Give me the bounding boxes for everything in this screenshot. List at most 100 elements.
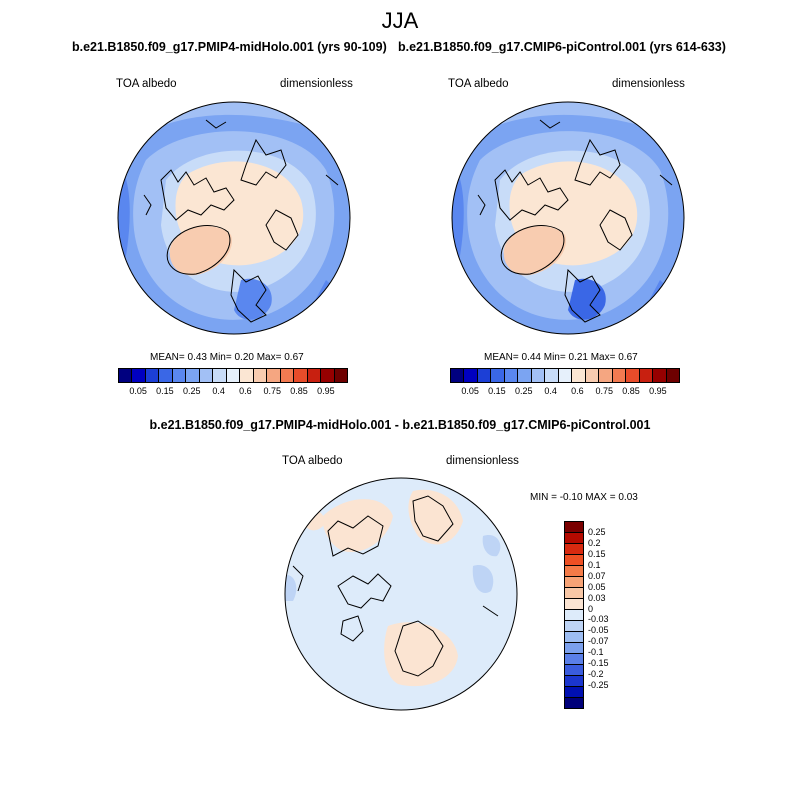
colorbar-box — [565, 533, 583, 544]
colorbar-tick-label: 0.85 — [622, 386, 640, 396]
colorbar-tick-label: 0.6 — [239, 386, 252, 396]
colorbar-box — [253, 369, 268, 382]
colorbar-box — [119, 369, 133, 382]
colorbar-box — [186, 369, 200, 382]
colorbar-box — [565, 676, 583, 687]
colorbar-box — [599, 369, 613, 382]
colorbar-box — [565, 687, 583, 698]
colorbar-box — [491, 369, 505, 382]
panel-right-title: b.e21.B1850.f09_g17.CMIP6-piControl.001 … — [398, 40, 726, 54]
colorbar-box — [213, 369, 227, 382]
colorbar-box — [565, 610, 583, 621]
colorbar-tick-label: 0 — [588, 603, 594, 614]
colorbar-box — [572, 369, 586, 382]
colorbar-tick-label: 0.95 — [317, 386, 335, 396]
colorbar-box — [334, 369, 347, 382]
panel-right-polar-map — [451, 101, 685, 335]
panel-diff-polar-map — [284, 477, 518, 711]
colorbar-tick-label: -0.1 — [588, 647, 604, 658]
panel-diff-title: b.e21.B1850.f09_g17.PMIP4-midHolo.001 - … — [149, 418, 651, 432]
colorbar-tick-label: -0.15 — [588, 658, 609, 669]
panel-right-colorbar-ticks: 0.05 0.15 0.25 0.4 0.6 0.75 0.85 0.95 — [450, 386, 678, 398]
colorbar-tick-label: 0.05 — [129, 386, 147, 396]
colorbar-box — [565, 621, 583, 632]
colorbar-tick-label: 0.05 — [588, 581, 606, 592]
colorbar-box — [626, 369, 640, 382]
colorbar-tick-label: -0.2 — [588, 669, 604, 680]
colorbar-tick-label: 0.6 — [571, 386, 584, 396]
colorbar-box — [565, 599, 583, 610]
colorbar-box — [321, 369, 335, 382]
colorbar-tick-label: 0.15 — [156, 386, 174, 396]
colorbar-tick-label: 0.1 — [588, 559, 601, 570]
panel-right-units-label: dimensionless — [612, 78, 685, 90]
panel-left-colorbar-ticks: 0.05 0.15 0.25 0.4 0.6 0.75 0.85 0.95 — [118, 386, 346, 398]
colorbar-box — [145, 369, 160, 382]
season-title: JJA — [381, 8, 419, 33]
colorbar-box — [565, 522, 583, 533]
colorbar-box — [565, 544, 583, 555]
colorbar-tick-label: -0.03 — [588, 614, 609, 625]
colorbar-box — [451, 369, 465, 382]
colorbar-box — [307, 369, 322, 382]
colorbar-box — [464, 369, 478, 382]
colorbar-box — [545, 369, 559, 382]
colorbar-box — [477, 369, 492, 382]
colorbar-box — [565, 555, 583, 566]
colorbar-tick-label: -0.05 — [588, 625, 609, 636]
colorbar-box — [565, 588, 583, 599]
colorbar-box — [565, 643, 583, 654]
colorbar-box — [612, 369, 627, 382]
colorbar-box — [226, 369, 241, 382]
panel-left-polar-map — [117, 101, 351, 335]
colorbar-box — [159, 369, 173, 382]
colorbar-box — [565, 698, 583, 708]
colorbar-tick-label: 0.75 — [263, 386, 281, 396]
colorbar-box — [558, 369, 573, 382]
colorbar-box — [267, 369, 281, 382]
colorbar-box — [653, 369, 667, 382]
colorbar-tick-label: -0.25 — [588, 680, 609, 691]
colorbar-box — [639, 369, 654, 382]
colorbar-tick-label: -0.07 — [588, 636, 609, 647]
colorbar-box — [565, 654, 583, 665]
colorbar-tick-label: 0.4 — [544, 386, 557, 396]
colorbar-box — [565, 566, 583, 577]
colorbar-tick-label: 0.85 — [290, 386, 308, 396]
colorbar-box — [565, 665, 583, 676]
panel-diff-stats: MIN = -0.10 MAX = 0.03 — [530, 492, 638, 503]
colorbar-box — [132, 369, 146, 382]
panel-right-stats: MEAN= 0.44 Min= 0.21 Max= 0.67 — [484, 352, 638, 363]
colorbar-tick-label: 0.07 — [588, 570, 606, 581]
colorbar-tick-label: 0.03 — [588, 592, 606, 603]
panel-right-var-label: TOA albedo — [448, 78, 509, 90]
panel-right-colorbar — [450, 368, 680, 383]
colorbar-tick-label: 0.25 — [182, 386, 201, 396]
colorbar-tick-label: 0.2 — [588, 537, 601, 548]
colorbar-box — [172, 369, 187, 382]
panel-diff-colorbar — [564, 521, 584, 709]
colorbar-tick-label: 0.25 — [588, 526, 606, 537]
colorbar-box — [240, 369, 254, 382]
colorbar-box — [666, 369, 679, 382]
panel-left-colorbar — [118, 368, 348, 383]
panel-left-units-label: dimensionless — [280, 78, 353, 90]
colorbar-tick-label: 0.4 — [212, 386, 225, 396]
colorbar-box — [531, 369, 546, 382]
colorbar-box — [585, 369, 600, 382]
panel-diff-colorbar-ticks: 0.25 0.2 0.15 0.1 0.07 0.05 0.03 0 -0.03 -0.05 -0.… — [588, 521, 628, 707]
panel-diff-units-label: dimensionless — [446, 455, 519, 467]
colorbar-tick-label: 0.25 — [514, 386, 533, 396]
panel-diff-var-label: TOA albedo — [282, 455, 343, 467]
colorbar-box — [565, 632, 583, 643]
colorbar-box — [280, 369, 295, 382]
panel-left-var-label: TOA albedo — [116, 78, 177, 90]
colorbar-box — [294, 369, 308, 382]
colorbar-tick-label: 0.05 — [461, 386, 479, 396]
panel-left-stats: MEAN= 0.43 Min= 0.20 Max= 0.67 — [150, 352, 304, 363]
colorbar-box — [565, 577, 583, 588]
colorbar-tick-label: 0.15 — [588, 548, 606, 559]
colorbar-tick-label: 0.95 — [649, 386, 667, 396]
panel-left-title: b.e21.B1850.f09_g17.PMIP4-midHolo.001 (y… — [72, 40, 387, 54]
colorbar-box — [518, 369, 532, 382]
